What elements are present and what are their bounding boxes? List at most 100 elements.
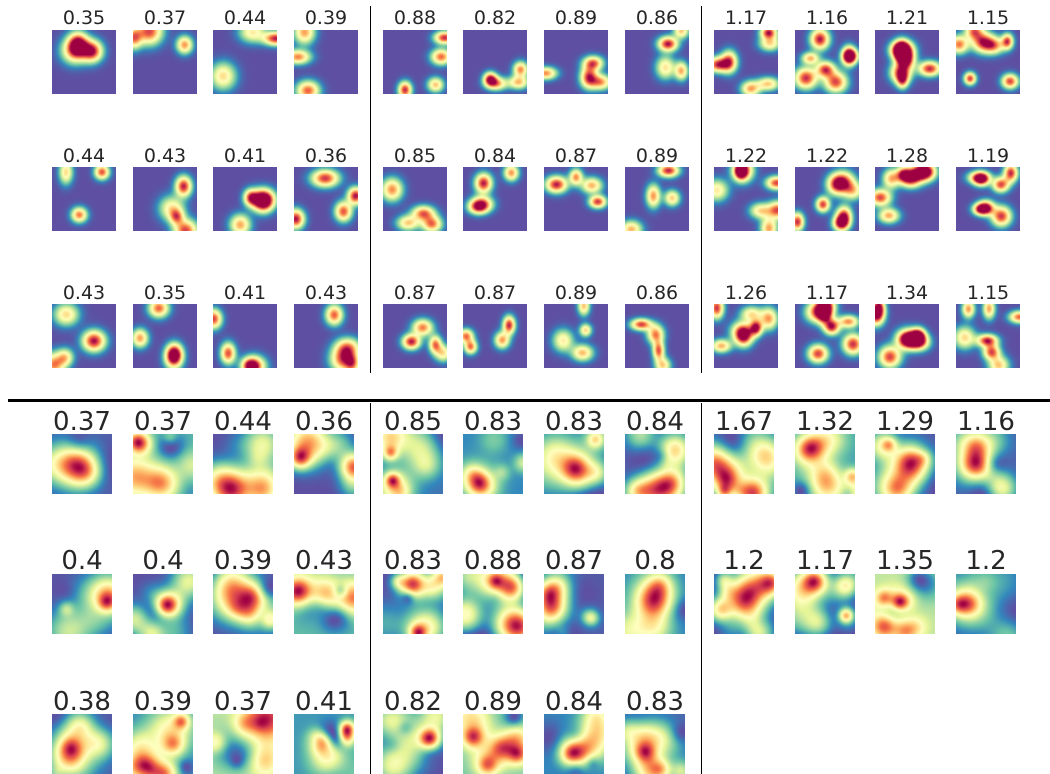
bottom-divider-left	[370, 403, 371, 774]
top-panel-title: 0.44	[223, 7, 267, 29]
bottom-panel-title: 0.87	[545, 546, 603, 576]
bottom-panel-title: 0.89	[464, 687, 522, 717]
bottom-panel-title: 1.2	[965, 546, 1007, 576]
top-panel-title: 0.84	[473, 145, 517, 167]
top-rate-map	[52, 167, 116, 231]
bottom-panel-title: 0.43	[295, 546, 353, 576]
top-panel-title: 0.87	[473, 282, 517, 304]
top-panel-title: 1.17	[805, 282, 849, 304]
top-rate-map	[795, 30, 859, 94]
section-divider	[8, 399, 1050, 402]
top-panel-title: 1.15	[966, 282, 1010, 304]
top-panel-title: 0.89	[554, 282, 598, 304]
bottom-rate-map	[875, 434, 935, 494]
top-panel-title: 0.86	[635, 282, 679, 304]
bottom-rate-map	[463, 574, 523, 634]
bottom-panel-title: 0.37	[53, 407, 111, 437]
top-panel-title: 1.34	[885, 282, 929, 304]
bottom-panel-title: 0.84	[545, 687, 603, 717]
bottom-panel-title: 0.41	[295, 687, 353, 717]
top-panel-title: 0.87	[393, 282, 437, 304]
top-panel-title: 1.15	[966, 7, 1010, 29]
top-rate-map	[133, 304, 197, 368]
top-rate-map	[544, 167, 608, 231]
bottom-rate-map	[52, 714, 112, 774]
bottom-panel-title: 0.4	[61, 546, 103, 576]
top-rate-map	[875, 167, 939, 231]
top-panel-title: 0.36	[304, 145, 348, 167]
top-panel-title: 0.89	[635, 145, 679, 167]
bottom-rate-map	[463, 714, 523, 774]
bottom-panel-title: 0.39	[214, 546, 272, 576]
bottom-panel-title: 0.44	[214, 407, 272, 437]
top-rate-map	[213, 30, 277, 94]
bottom-rate-map	[544, 714, 604, 774]
bottom-rate-map	[294, 434, 354, 494]
bottom-panel-title: 0.39	[134, 687, 192, 717]
top-rate-map	[875, 304, 939, 368]
top-rate-map	[52, 30, 116, 94]
bottom-rate-map	[625, 714, 685, 774]
bottom-rate-map	[133, 434, 193, 494]
bottom-rate-map	[956, 434, 1016, 494]
bottom-divider-right	[701, 403, 702, 774]
bottom-rate-map	[625, 434, 685, 494]
top-panel-title: 0.35	[62, 7, 106, 29]
top-rate-map	[795, 304, 859, 368]
top-rate-map	[213, 167, 277, 231]
top-rate-map	[294, 30, 358, 94]
top-panel-title: 0.82	[473, 7, 517, 29]
top-rate-map	[383, 167, 447, 231]
top-divider-right	[701, 6, 702, 373]
top-rate-map	[956, 30, 1020, 94]
top-panel-title: 1.22	[805, 145, 849, 167]
top-rate-map	[294, 304, 358, 368]
bottom-rate-map	[383, 434, 443, 494]
bottom-rate-map	[714, 574, 774, 634]
bottom-panel-title: 0.83	[464, 407, 522, 437]
top-panel-title: 1.17	[724, 7, 768, 29]
bottom-panel-title: 0.82	[384, 687, 442, 717]
top-rate-map	[544, 304, 608, 368]
bottom-rate-map	[52, 574, 112, 634]
bottom-panel-title: 0.8	[634, 546, 676, 576]
top-rate-map	[714, 30, 778, 94]
top-panel-title: 0.43	[304, 282, 348, 304]
top-panel-title: 0.43	[143, 145, 187, 167]
bottom-rate-map	[714, 434, 774, 494]
top-rate-map	[714, 304, 778, 368]
top-rate-map	[956, 304, 1020, 368]
bottom-rate-map	[875, 574, 935, 634]
bottom-panel-title: 0.85	[384, 407, 442, 437]
bottom-rate-map	[213, 574, 273, 634]
top-panel-title: 0.41	[223, 145, 267, 167]
bottom-rate-map	[213, 434, 273, 494]
top-rate-map	[625, 30, 689, 94]
bottom-panel-title: 0.38	[53, 687, 111, 717]
bottom-panel-title: 1.2	[723, 546, 765, 576]
top-panel-title: 0.44	[62, 145, 106, 167]
bottom-rate-map	[544, 574, 604, 634]
bottom-rate-map	[133, 714, 193, 774]
top-rate-map	[544, 30, 608, 94]
bottom-panel-title: 0.83	[384, 546, 442, 576]
top-rate-map	[625, 167, 689, 231]
top-panel-title: 1.22	[724, 145, 768, 167]
bottom-panel-title: 1.32	[796, 407, 854, 437]
top-panel-title: 0.86	[635, 7, 679, 29]
bottom-panel-title: 0.88	[464, 546, 522, 576]
top-panel-title: 0.37	[143, 7, 187, 29]
top-rate-map	[463, 167, 527, 231]
top-panel-title: 0.39	[304, 7, 348, 29]
bottom-rate-map	[625, 574, 685, 634]
bottom-panel-title: 1.16	[957, 407, 1015, 437]
top-rate-map	[625, 304, 689, 368]
bottom-panel-title: 0.83	[545, 407, 603, 437]
bottom-panel-title: 0.37	[214, 687, 272, 717]
bottom-rate-map	[383, 574, 443, 634]
bottom-rate-map	[52, 434, 112, 494]
bottom-rate-map	[294, 714, 354, 774]
bottom-rate-map	[294, 574, 354, 634]
top-rate-map	[463, 30, 527, 94]
bottom-rate-map	[956, 574, 1016, 634]
